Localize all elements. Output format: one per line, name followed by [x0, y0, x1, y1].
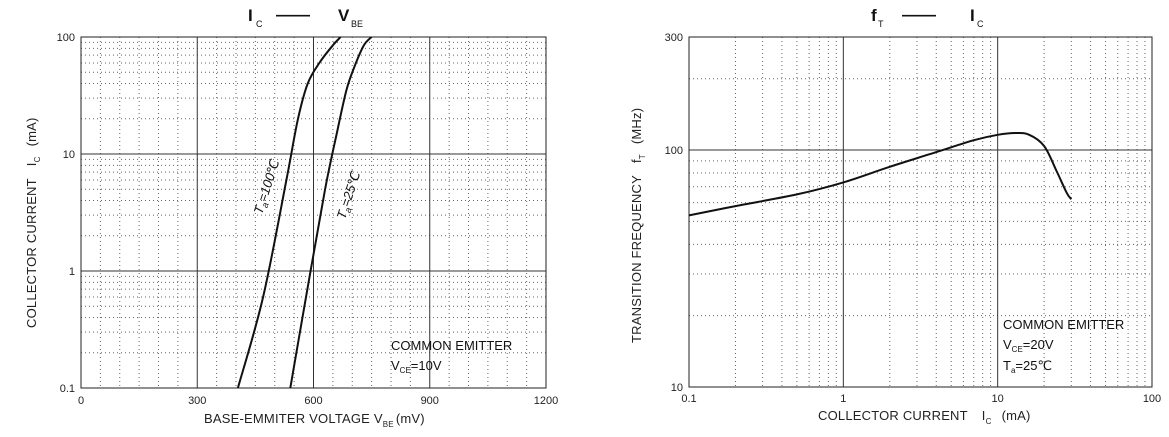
chart2-ylabel: TRANSITION FREQUENCY fT (MHz): [629, 108, 647, 343]
chart1-plot-frame: [80, 36, 547, 389]
chart2-annotation-line2: VCE=20V: [1003, 337, 1054, 354]
chart2-annotation-vce-sub: CE: [1012, 345, 1023, 354]
chart1-ylabel-sym-sub: C: [33, 156, 42, 162]
x-tick-label: 10: [992, 393, 1004, 405]
x-tick-label: 900: [421, 395, 439, 407]
ft-ic-chart: f T —— I C 0.1 1 10 100 10 100 300 COMMON EMI…: [629, 5, 1161, 426]
series-line-2: [289, 36, 373, 389]
chart2-title-main: f: [871, 6, 877, 25]
chart2-annotation-line1: COMMON EMITTER: [1003, 317, 1124, 332]
x-tick-label: 0.1: [681, 393, 696, 405]
series-line-1: [236, 36, 342, 389]
ic-vbe-chart: I C —— V BE 0 300 600 900 1200 0.1 1 10 100 Ta=…: [24, 5, 558, 429]
chart1-annotation-vce-rest: =10V: [411, 358, 442, 373]
y-tick-label: 100: [665, 145, 683, 157]
svg-text:COLLECTOR CURRENTIC(mA): COLLECTOR CURRENT IC (mA): [24, 117, 42, 328]
chart1-annotation-vce-main: V: [391, 358, 400, 373]
chart2-xlabel-unit: (mA): [1002, 408, 1031, 423]
x-tick-label: 0: [78, 395, 84, 407]
x-tick-label: 1200: [534, 395, 558, 407]
y-tick-label: 1: [69, 266, 75, 278]
curve-label-ta100-sub: a: [260, 201, 271, 209]
chart1-major-grid: [81, 37, 546, 388]
chart2-annotation-vce-main: V: [1003, 337, 1012, 352]
chart2-annotation-ta-rest: =25℃: [1015, 358, 1052, 373]
y-tick-label: 100: [57, 32, 75, 44]
chart2-title-right: I: [970, 6, 975, 25]
chart1-title-dash: ——: [276, 5, 310, 24]
chart2-xlabel-text: COLLECTOR CURRENT: [818, 408, 968, 423]
chart1-annotation-line2: VCE=10V: [391, 358, 442, 375]
chart1-curves: [236, 36, 373, 389]
chart2-minor-grid: [689, 37, 1152, 387]
svg-text:TRANSITION FREQUENCYfT(MHz): TRANSITION FREQUENCY fT (MHz): [629, 108, 647, 343]
svg-text:Ta=25℃: Ta=25℃: [334, 169, 366, 222]
curve-label-ta100-rest: =100℃: [255, 157, 283, 204]
chart1-ylabel: COLLECTOR CURRENT IC (mA): [24, 117, 42, 328]
chart1-title-right-sub: BE: [351, 19, 363, 29]
chart2-major-grid: [689, 37, 1152, 387]
chart2-title-main-sub: T: [878, 19, 884, 29]
y-tick-label: 0.1: [60, 383, 75, 395]
chart2-xlabel-sym-sub: C: [986, 417, 992, 426]
curve-label-ta25-rest: =25℃: [338, 169, 364, 209]
chart2-plot-frame: [688, 36, 1153, 388]
chart2-xlabel-sym: I: [982, 408, 986, 423]
y-tick-label: 10: [671, 382, 683, 394]
x-tick-label: 300: [188, 395, 206, 407]
chart1-ylabel-sym: I: [24, 162, 39, 166]
chart1-ylabel-text: COLLECTOR CURRENT: [24, 178, 39, 328]
chart2-annotation-ta-main: T: [1003, 358, 1011, 373]
chart2-annotation-line3: Ta=25℃: [1003, 358, 1052, 375]
chart2-ylabel-sym-sub: T: [638, 154, 647, 159]
chart1-annotation-vce-sub: CE: [400, 366, 411, 375]
chart1-annotation-line1: COMMON EMITTER: [391, 338, 512, 353]
y-tick-label: 300: [665, 32, 683, 44]
chart1-xlabel-text: BASE-EMMITER VOLTAGE V: [204, 411, 383, 426]
x-tick-label: 100: [1143, 393, 1161, 405]
chart2-y-tick-labels: 10 100 300: [665, 32, 683, 394]
chart2-ylabel-sym: f: [629, 159, 644, 163]
chart1-x-tick-labels: 0 300 600 900 1200: [78, 395, 558, 407]
chart1-xlabel-sub: BE: [383, 420, 394, 429]
chart1-xlabel-unit: (mV): [396, 411, 425, 426]
chart1-y-tick-labels: 0.1 1 10 100: [57, 32, 75, 395]
chart2-xlabel: COLLECTOR CURRENT IC (mA): [818, 408, 1031, 426]
chart1-title-main-sub: C: [256, 19, 263, 29]
x-tick-label: 1: [840, 393, 846, 405]
y-tick-label: 10: [63, 149, 75, 161]
chart1-ylabel-unit: (mA): [24, 117, 39, 146]
chart2-annotation-ta-sub: a: [1011, 366, 1016, 375]
curve-label-ta25-sub: a: [343, 206, 354, 214]
chart1-title-right: V: [338, 6, 350, 25]
x-tick-label: 600: [304, 395, 322, 407]
chart1-xlabel: BASE-EMMITER VOLTAGE VBE (mV): [204, 411, 425, 429]
chart2-ylabel-text: TRANSITION FREQUENCY: [629, 175, 644, 343]
chart2-curves: [688, 131, 1073, 217]
chart2-annotation-vce-rest: =20V: [1023, 337, 1054, 352]
chart2-ylabel-unit: (MHz): [629, 108, 644, 144]
chart2-title-dash: ——: [902, 5, 936, 24]
chart2-title-right-sub: C: [977, 19, 984, 29]
chart1-title-main: I: [248, 6, 253, 25]
curve-label-ta25: Ta=25℃: [334, 169, 366, 222]
series-line-1: [688, 131, 1073, 217]
chart2-x-tick-labels: 0.1 1 10 100: [681, 393, 1161, 405]
